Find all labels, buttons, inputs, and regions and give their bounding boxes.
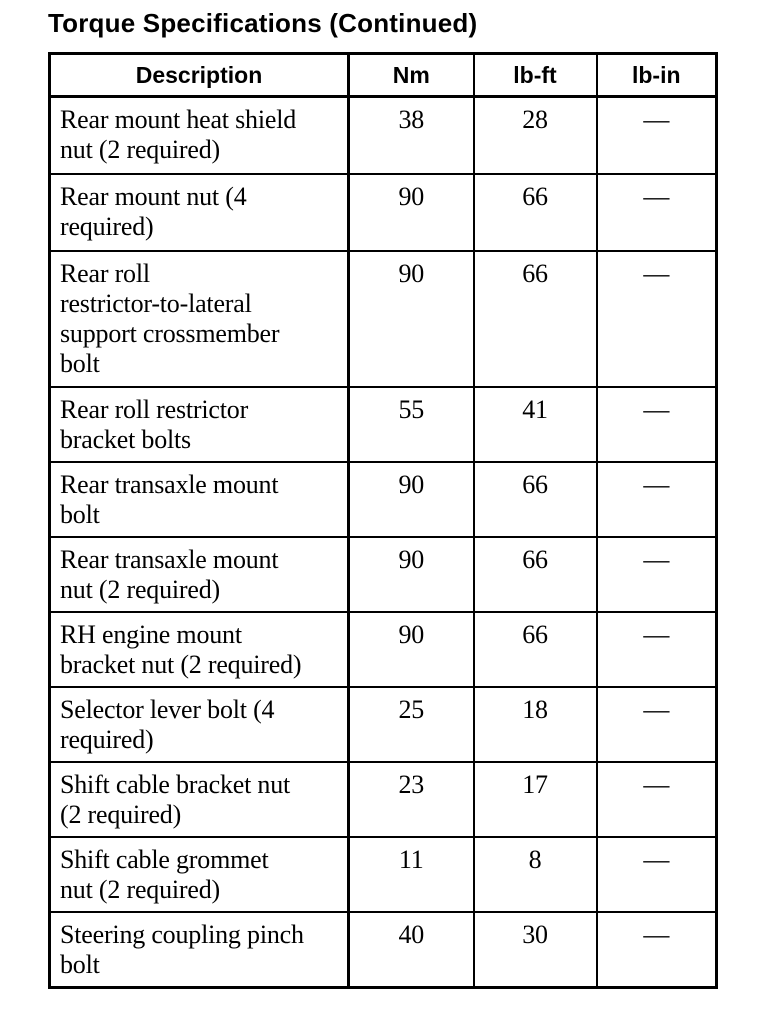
cell-lbin: — xyxy=(595,385,718,463)
cell-lbft: 41 xyxy=(472,385,598,463)
cell-description: Steering coupling pinch bolt xyxy=(48,910,350,988)
cell-nm: 55 xyxy=(347,385,475,463)
cell-nm: 40 xyxy=(347,910,475,988)
cell-description: Rear roll restrictor-to-lateral support … xyxy=(48,249,350,388)
cell-lbin: — xyxy=(595,760,718,838)
cell-nm: 23 xyxy=(347,760,475,838)
table-row: Shift cable grommet nut (2 required) 11 … xyxy=(48,835,718,913)
table-row: Shift cable bracket nut (2 required) 23 … xyxy=(48,760,718,838)
cell-lbft: 66 xyxy=(472,460,598,538)
table-row: Rear transaxle mount nut (2 required) 90… xyxy=(48,535,718,613)
cell-lbin: — xyxy=(595,249,718,388)
cell-lbft: 18 xyxy=(472,685,598,763)
cell-lbft: 66 xyxy=(472,610,598,688)
cell-nm: 90 xyxy=(347,172,475,252)
cell-lbft: 30 xyxy=(472,910,598,988)
col-header-lbft: lb-ft xyxy=(472,52,598,98)
table-row: Selector lever bolt (4 required) 25 18 — xyxy=(48,685,718,763)
cell-description: Selector lever bolt (4 required) xyxy=(48,685,350,763)
cell-description: Shift cable grommet nut (2 required) xyxy=(48,835,350,913)
cell-nm: 90 xyxy=(347,610,475,688)
cell-lbft: 28 xyxy=(472,95,598,175)
cell-nm: 38 xyxy=(347,95,475,175)
col-header-nm: Nm xyxy=(347,52,475,98)
torque-spec-table: Description Nm lb-ft lb-in Rear mount he… xyxy=(48,52,718,989)
table-header-row: Description Nm lb-ft lb-in xyxy=(48,52,718,98)
cell-description: Rear mount nut (4 required) xyxy=(48,172,350,252)
cell-description: RH engine mount bracket nut (2 required) xyxy=(48,610,350,688)
cell-lbin: — xyxy=(595,835,718,913)
cell-lbft: 8 xyxy=(472,835,598,913)
cell-nm: 25 xyxy=(347,685,475,763)
cell-description: Rear transaxle mount bolt xyxy=(48,460,350,538)
cell-lbft: 17 xyxy=(472,760,598,838)
cell-lbin: — xyxy=(595,460,718,538)
cell-description: Shift cable bracket nut (2 required) xyxy=(48,760,350,838)
cell-description: Rear mount heat shield nut (2 required) xyxy=(48,95,350,175)
table-row: Rear mount heat shield nut (2 required) … xyxy=(48,95,718,175)
cell-nm: 90 xyxy=(347,535,475,613)
table-row: RH engine mount bracket nut (2 required)… xyxy=(48,610,718,688)
page-title: Torque Specifications (Continued) xyxy=(48,8,478,38)
col-header-lbin: lb-in xyxy=(595,52,718,98)
cell-lbin: — xyxy=(595,95,718,175)
cell-lbin: — xyxy=(595,610,718,688)
cell-lbft: 66 xyxy=(472,172,598,252)
cell-lbft: 66 xyxy=(472,535,598,613)
cell-description: Rear roll restrictor bracket bolts xyxy=(48,385,350,463)
cell-lbin: — xyxy=(595,172,718,252)
table-row: Rear roll restrictor bracket bolts 55 41… xyxy=(48,385,718,463)
cell-lbft: 66 xyxy=(472,249,598,388)
cell-nm: 11 xyxy=(347,835,475,913)
cell-lbin: — xyxy=(595,910,718,988)
col-header-description: Description xyxy=(48,52,350,98)
cell-nm: 90 xyxy=(347,460,475,538)
table-row: Steering coupling pinch bolt 40 30 — xyxy=(48,910,718,988)
cell-description: Rear transaxle mount nut (2 required) xyxy=(48,535,350,613)
table-row: Rear transaxle mount bolt 90 66 — xyxy=(48,460,718,538)
cell-lbin: — xyxy=(595,685,718,763)
cell-lbin: — xyxy=(595,535,718,613)
cell-nm: 90 xyxy=(347,249,475,388)
table-row: Rear mount nut (4 required) 90 66 — xyxy=(48,172,718,252)
table-row: Rear roll restrictor-to-lateral support … xyxy=(48,249,718,388)
